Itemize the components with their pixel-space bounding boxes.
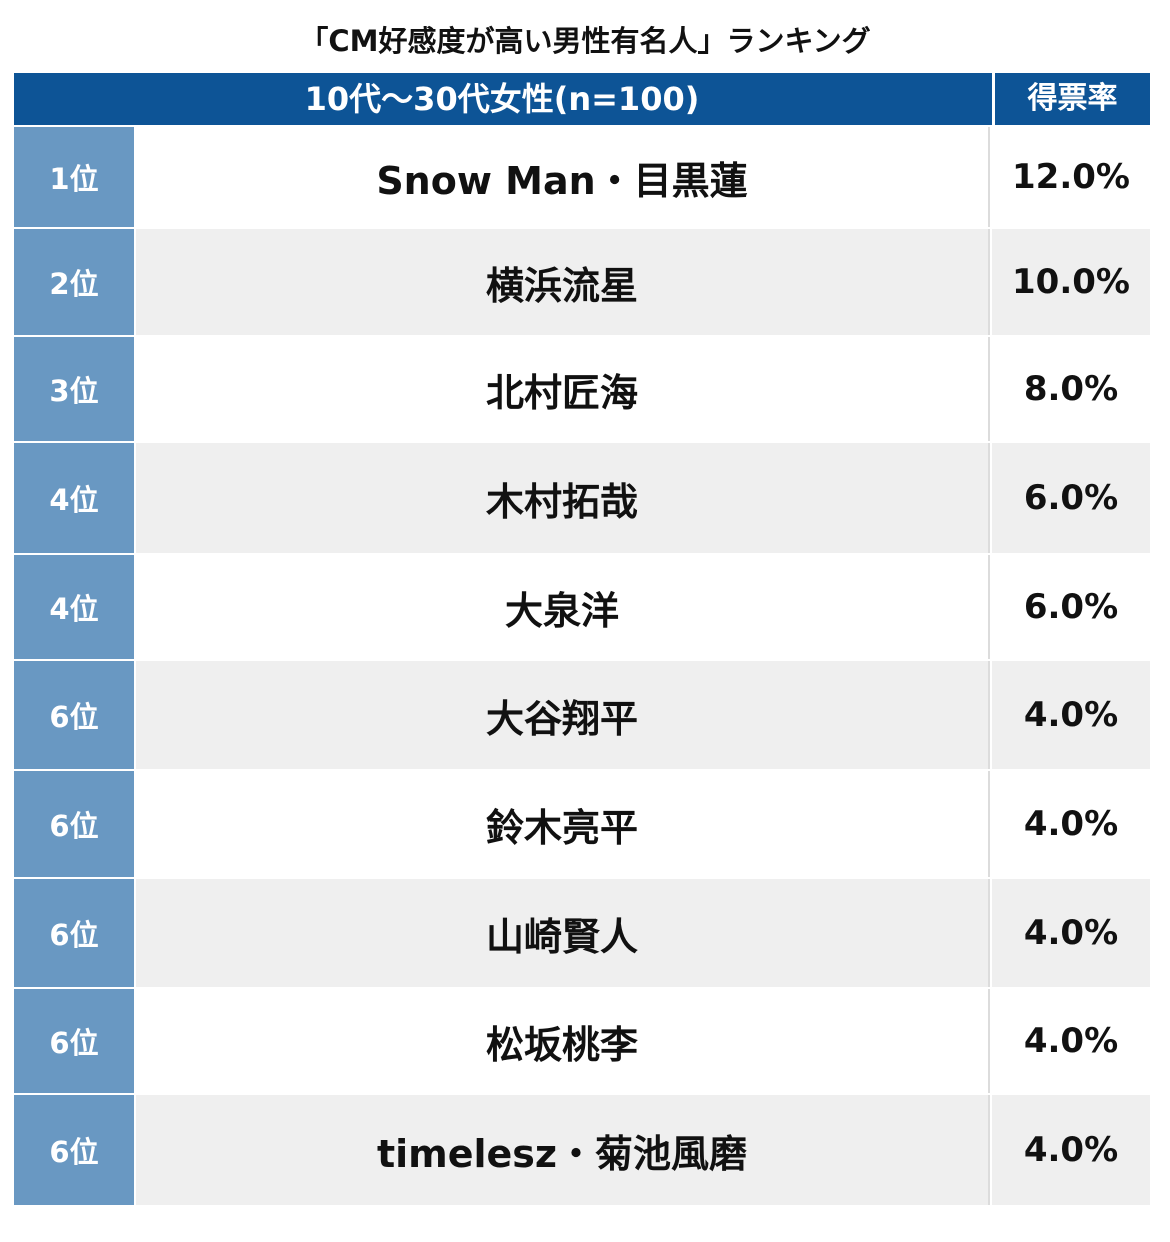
rate-cell: 4.0% <box>992 771 1150 877</box>
name-cell: 大谷翔平 <box>136 661 990 769</box>
rank-cell: 6位 <box>14 1095 134 1205</box>
table-row: 6位 鈴木亮平 4.0% <box>14 771 1150 877</box>
header-rate-label: 得票率 <box>992 73 1150 125</box>
table-body: 1位 Snow Man・目黒蓮 12.0% 2位 横浜流星 10.0% 3位 北村匠海 8.0%… <box>14 127 1150 1205</box>
page-title: 「CM好感度が高い男性有名人」ランキング <box>299 24 871 58</box>
name-cell: 鈴木亮平 <box>136 771 990 877</box>
rank-cell: 4位 <box>14 443 134 553</box>
table-row: 6位 松坂桃李 4.0% <box>14 989 1150 1093</box>
rate-cell: 6.0% <box>992 443 1150 553</box>
table-row: 3位 北村匠海 8.0% <box>14 337 1150 441</box>
table-row: 4位 木村拓哉 6.0% <box>14 443 1150 553</box>
table-row: 6位 大谷翔平 4.0% <box>14 661 1150 769</box>
table-row: 6位 timelesz・菊池風磨 4.0% <box>14 1095 1150 1205</box>
rate-cell: 4.0% <box>992 989 1150 1093</box>
table-header: 10代〜30代女性(n=100) 得票率 <box>14 73 1150 125</box>
rank-cell: 6位 <box>14 989 134 1093</box>
rank-cell: 6位 <box>14 771 134 877</box>
rate-cell: 10.0% <box>992 229 1150 335</box>
rate-cell: 12.0% <box>992 127 1150 227</box>
name-cell: 松坂桃李 <box>136 989 990 1093</box>
table-row: 6位 山崎賢人 4.0% <box>14 879 1150 987</box>
header-group-label: 10代〜30代女性(n=100) <box>304 80 700 118</box>
rate-cell: 4.0% <box>992 661 1150 769</box>
name-cell: 山崎賢人 <box>136 879 990 987</box>
rank-cell: 1位 <box>14 127 134 227</box>
rate-cell: 4.0% <box>992 879 1150 987</box>
name-cell: 大泉洋 <box>136 555 990 659</box>
rank-cell: 6位 <box>14 661 134 769</box>
name-cell: Snow Man・目黒蓮 <box>136 127 990 227</box>
rate-cell: 4.0% <box>992 1095 1150 1205</box>
ranking-table: 10代〜30代女性(n=100) 得票率 1位 Snow Man・目黒蓮 12.0%… <box>14 73 1150 1205</box>
rank-cell: 2位 <box>14 229 134 335</box>
table-row: 2位 横浜流星 10.0% <box>14 229 1150 335</box>
rank-cell: 3位 <box>14 337 134 441</box>
table-row: 4位 大泉洋 6.0% <box>14 555 1150 659</box>
name-cell: 横浜流星 <box>136 229 990 335</box>
rate-cell: 6.0% <box>992 555 1150 659</box>
name-cell: 木村拓哉 <box>136 443 990 553</box>
name-cell: timelesz・菊池風磨 <box>136 1095 990 1205</box>
rank-cell: 6位 <box>14 879 134 987</box>
table-row: 1位 Snow Man・目黒蓮 12.0% <box>14 127 1150 227</box>
rank-cell: 4位 <box>14 555 134 659</box>
rate-cell: 8.0% <box>992 337 1150 441</box>
name-cell: 北村匠海 <box>136 337 990 441</box>
